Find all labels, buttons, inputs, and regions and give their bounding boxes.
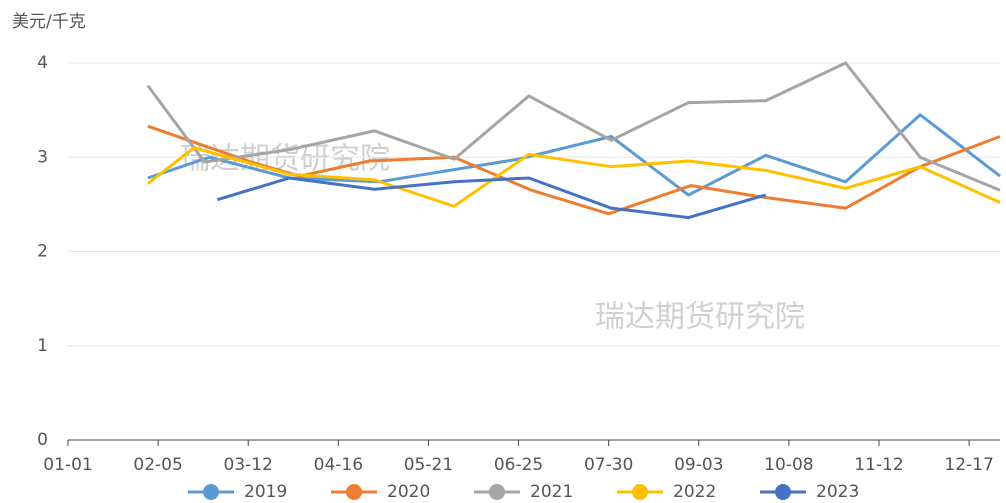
x-tick-label: 02-05	[133, 455, 182, 475]
x-tick-label: 11-12	[854, 455, 903, 475]
x-tick-label: 04-16	[314, 455, 363, 475]
watermark: 瑞达期货研究院	[595, 300, 805, 335]
x-tick-label: 12-17	[944, 455, 993, 475]
x-tick-label: 07-30	[584, 455, 633, 475]
legend-label: 2019	[244, 482, 287, 502]
x-tick-label: 05-21	[404, 455, 453, 475]
legend-swatch	[775, 484, 791, 500]
legend-swatch	[489, 484, 505, 500]
y-tick-label: 1	[37, 336, 48, 356]
x-tick-label: 06-25	[494, 455, 543, 475]
x-tick-label: 10-08	[764, 455, 813, 475]
legend-swatch	[346, 484, 362, 500]
line	[146, 146, 1001, 208]
y-tick-label: 0	[37, 430, 48, 450]
legend-label: 2020	[387, 482, 430, 502]
x-tick-label: 03-12	[224, 455, 273, 475]
y-axis-label: 美元/千克	[12, 12, 86, 32]
x-tick-label: 01-01	[43, 455, 92, 475]
legend-swatch	[632, 484, 648, 500]
y-tick-label: 2	[37, 242, 48, 262]
y-tick-label: 4	[37, 53, 48, 73]
line	[147, 112, 1001, 197]
x-tick-label: 09-03	[674, 455, 723, 475]
legend-swatch	[203, 484, 219, 500]
legend-label: 2023	[816, 482, 859, 502]
line	[146, 61, 1001, 192]
legend-label: 2022	[673, 482, 716, 502]
legend-label: 2021	[530, 482, 573, 502]
line	[216, 176, 767, 220]
y-tick-label: 3	[37, 147, 48, 167]
